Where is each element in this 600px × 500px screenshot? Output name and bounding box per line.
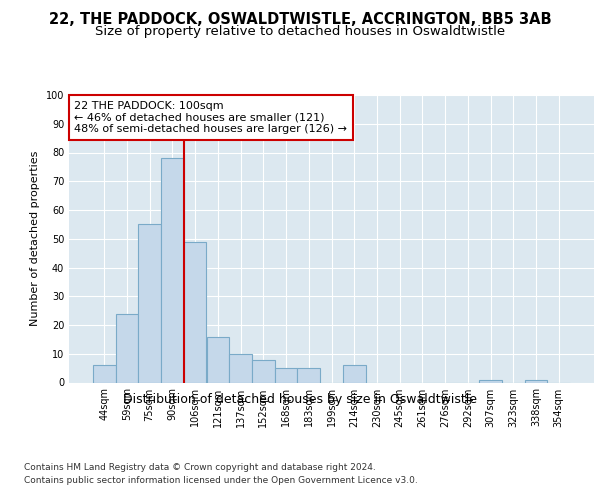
Text: Distribution of detached houses by size in Oswaldtwistle: Distribution of detached houses by size … — [123, 392, 477, 406]
Y-axis label: Number of detached properties: Number of detached properties — [30, 151, 40, 326]
Bar — [252, 360, 275, 382]
Bar — [116, 314, 139, 382]
Bar — [206, 336, 229, 382]
Bar — [524, 380, 547, 382]
Bar — [93, 365, 116, 382]
Bar — [343, 365, 365, 382]
Bar — [139, 224, 161, 382]
Text: 22, THE PADDOCK, OSWALDTWISTLE, ACCRINGTON, BB5 3AB: 22, THE PADDOCK, OSWALDTWISTLE, ACCRINGT… — [49, 12, 551, 28]
Text: 22 THE PADDOCK: 100sqm
← 46% of detached houses are smaller (121)
48% of semi-de: 22 THE PADDOCK: 100sqm ← 46% of detached… — [74, 101, 347, 134]
Bar — [479, 380, 502, 382]
Bar — [229, 354, 252, 382]
Text: Contains HM Land Registry data © Crown copyright and database right 2024.: Contains HM Land Registry data © Crown c… — [24, 462, 376, 471]
Bar — [275, 368, 298, 382]
Bar — [161, 158, 184, 382]
Text: Contains public sector information licensed under the Open Government Licence v3: Contains public sector information licen… — [24, 476, 418, 485]
Text: Size of property relative to detached houses in Oswaldtwistle: Size of property relative to detached ho… — [95, 25, 505, 38]
Bar — [184, 242, 206, 382]
Bar — [298, 368, 320, 382]
